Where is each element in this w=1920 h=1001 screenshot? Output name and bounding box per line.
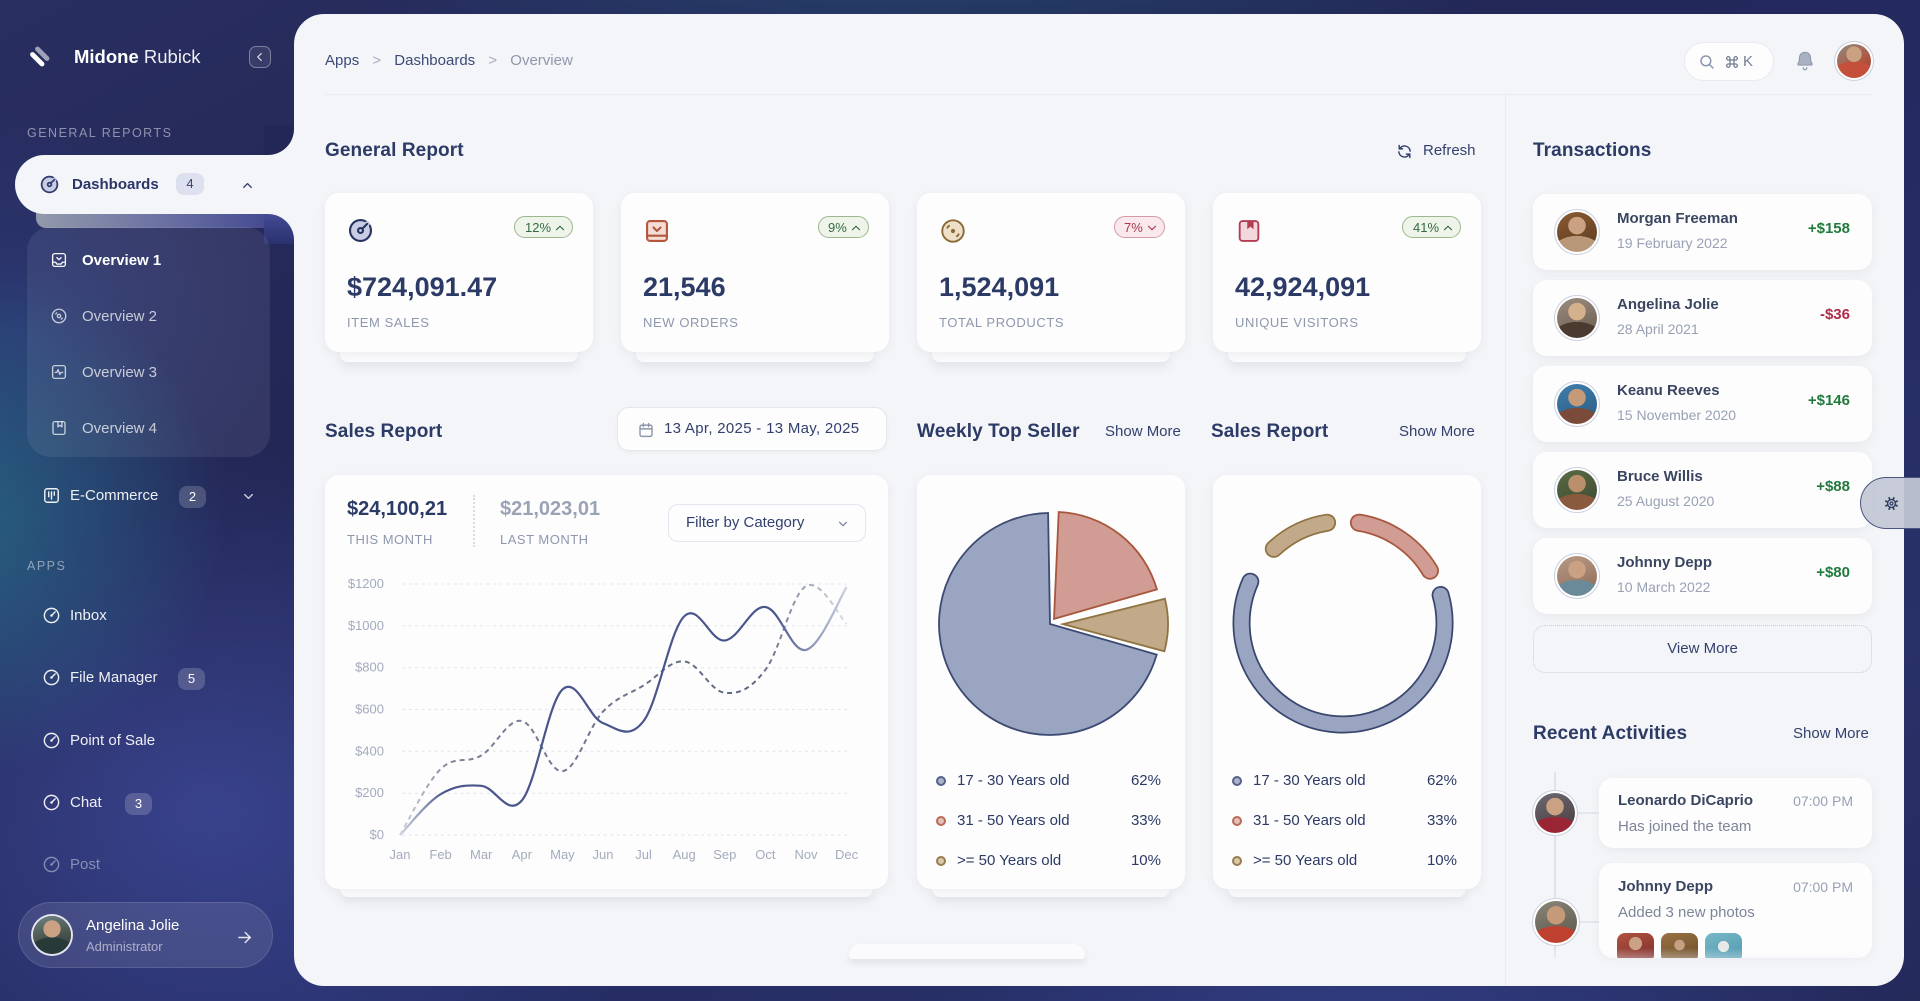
svg-text:$800: $800 — [355, 660, 384, 675]
svg-text:Jan: Jan — [390, 847, 411, 862]
svg-text:Jul: Jul — [635, 847, 652, 862]
svg-text:Apr: Apr — [512, 847, 533, 862]
svg-text:Mar: Mar — [470, 847, 493, 862]
svg-text:$400: $400 — [355, 743, 384, 758]
svg-text:May: May — [550, 847, 575, 862]
svg-text:$1200: $1200 — [348, 576, 384, 591]
svg-text:Sep: Sep — [713, 847, 736, 862]
svg-text:Dec: Dec — [835, 847, 859, 862]
svg-text:Jun: Jun — [593, 847, 614, 862]
svg-text:Feb: Feb — [429, 847, 451, 862]
svg-text:$600: $600 — [355, 702, 384, 717]
svg-text:Aug: Aug — [673, 847, 696, 862]
svg-text:$0: $0 — [370, 827, 384, 842]
svg-text:$1000: $1000 — [348, 618, 384, 633]
svg-text:Oct: Oct — [755, 847, 776, 862]
svg-text:$200: $200 — [355, 785, 384, 800]
svg-text:Nov: Nov — [794, 847, 818, 862]
